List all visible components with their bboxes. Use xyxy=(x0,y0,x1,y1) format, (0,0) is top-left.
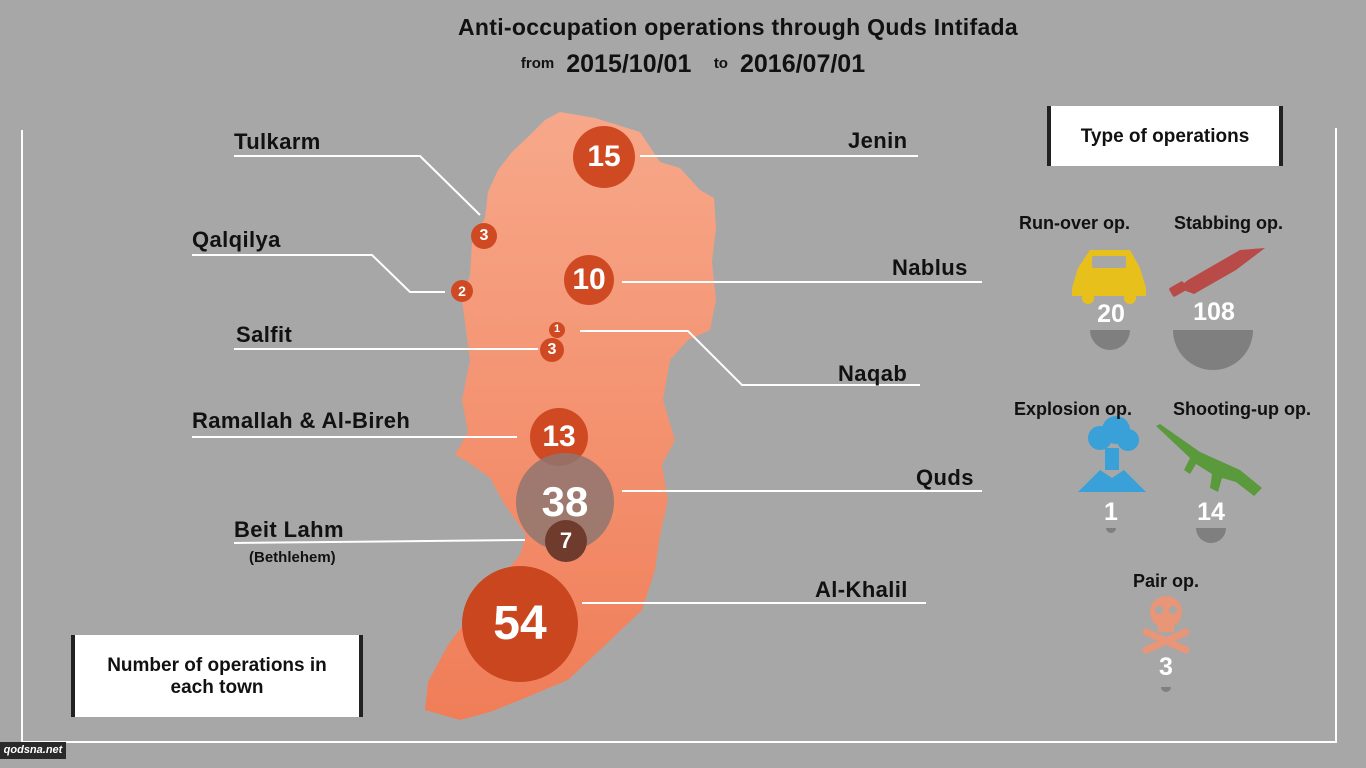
count-tulkarm: 3 xyxy=(479,227,489,244)
town-label-alkhalil: Al-Khalil xyxy=(815,577,908,602)
rifle-icon xyxy=(1156,424,1262,543)
watermark: qodsna.net xyxy=(0,742,66,759)
town-label-quds: Quds xyxy=(916,465,974,490)
count-ramallah: 13 xyxy=(542,420,576,453)
bubble-quds xyxy=(516,453,614,551)
bubble-naqab xyxy=(549,322,565,338)
from-date: 2015/10/01 xyxy=(566,50,692,78)
op-count-shooting: 14 xyxy=(1197,498,1225,526)
town-label-naqab: Naqab xyxy=(838,361,908,386)
skull-icon xyxy=(1142,596,1190,692)
frame-right-line xyxy=(1335,128,1337,742)
bubble-alkhalil xyxy=(462,566,578,682)
town-label-nablus: Nablus xyxy=(892,255,968,280)
legend-box: Number of operations in each town xyxy=(71,635,363,717)
line-beitlahm xyxy=(233,539,526,544)
count-alkhalil: 54 xyxy=(493,597,547,650)
bubble-ramallah xyxy=(530,408,588,466)
legend-box-text: Number of operations in each town xyxy=(107,655,327,698)
town-sublabel-beitlahm: (Bethlehem) xyxy=(249,549,336,566)
page-title: Anti-occupation operations through Quds … xyxy=(458,14,1018,40)
frame-left-line xyxy=(21,130,23,742)
op-count-pair: 3 xyxy=(1159,653,1173,681)
op-count-stabbing: 108 xyxy=(1193,298,1235,326)
frame-bottom-line xyxy=(21,741,1337,743)
town-label-tulkarm: Tulkarm xyxy=(234,129,321,154)
count-naqab: 1 xyxy=(553,323,561,335)
op-label-pair: Pair op. xyxy=(1133,571,1200,591)
town-label-beitlahm: Beit Lahm xyxy=(234,517,344,542)
count-quds: 38 xyxy=(541,478,589,525)
explosion-icon xyxy=(1078,416,1146,533)
bubble-tulkarm xyxy=(471,223,497,249)
op-label-stabbing: Stabbing op. xyxy=(1174,213,1283,233)
op-label-explosion: Explosion op. xyxy=(1014,399,1133,419)
town-label-ramallah: Ramallah & Al-Bireh xyxy=(192,408,411,433)
from-label: from xyxy=(520,55,555,72)
count-qalqilya: 2 xyxy=(458,283,466,299)
town-label-salfit: Salfit xyxy=(236,322,293,347)
bubble-qalqilya xyxy=(451,280,473,302)
count-jenin: 15 xyxy=(587,140,621,173)
types-box-title: Type of operations xyxy=(1080,126,1250,147)
op-count-runover: 20 xyxy=(1097,300,1125,328)
count-salfit: 3 xyxy=(547,341,557,358)
date-range: from 2015/10/01 to 2016/07/01 xyxy=(0,50,1366,79)
town-label-jenin: Jenin xyxy=(848,128,908,153)
op-label-shooting: Shooting-up op. xyxy=(1173,399,1311,419)
line-qalqilya xyxy=(192,254,445,293)
count-beitlahm: 7 xyxy=(559,528,573,553)
bubble-beitlahm xyxy=(545,520,587,562)
count-nablus: 10 xyxy=(572,263,606,296)
op-count-explosion: 1 xyxy=(1104,498,1118,526)
line-tulkarm xyxy=(234,155,481,216)
to-date: 2016/07/01 xyxy=(739,50,866,78)
line-naqab xyxy=(580,330,920,386)
bubble-salfit xyxy=(540,338,564,362)
knife-icon xyxy=(1169,248,1265,370)
bubble-nablus xyxy=(564,255,614,305)
to-label: to xyxy=(713,55,728,72)
town-label-qalqilya: Qalqilya xyxy=(192,227,281,252)
bubble-jenin xyxy=(573,126,635,188)
types-box: Type of operations xyxy=(1047,106,1283,166)
op-label-runover: Run-over op. xyxy=(1019,213,1130,233)
car-icon xyxy=(1072,250,1146,350)
